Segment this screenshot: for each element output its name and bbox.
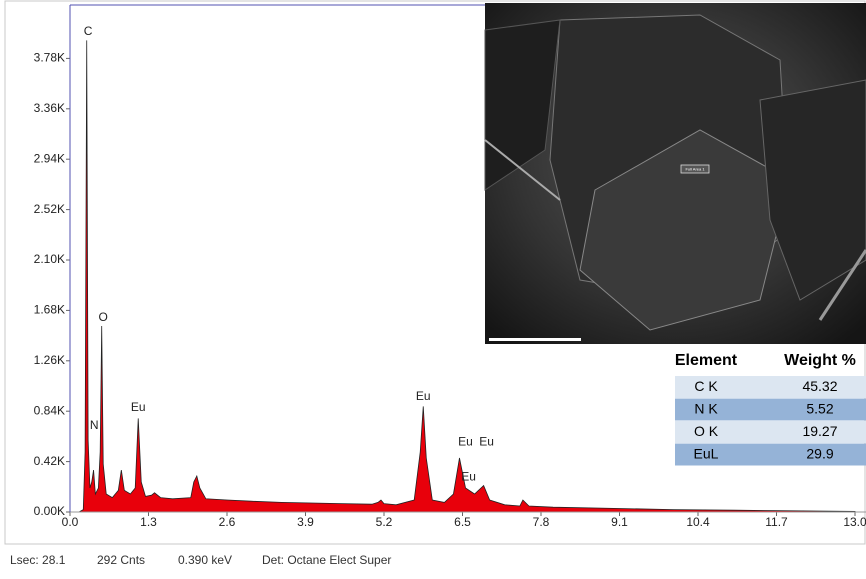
fiber — [484, 139, 561, 201]
x-tick-label: 7.8 — [533, 515, 550, 529]
crystal — [484, 19, 561, 191]
crystal — [579, 129, 791, 331]
table-row — [675, 421, 866, 443]
x-tick-label: 1.3 — [140, 515, 157, 529]
table-cell: 19.27 — [802, 423, 837, 439]
table-cell: N K — [694, 401, 718, 417]
peak-label: O — [99, 310, 108, 324]
status-text: Det: Octane Elect Super — [262, 553, 391, 567]
x-tick-label: 2.6 — [219, 515, 236, 529]
status-text: Lsec: 28.1 — [10, 553, 66, 567]
y-tick-label: 0.42K — [34, 454, 65, 468]
x-tick-label: 5.2 — [376, 515, 393, 529]
fiber — [818, 249, 866, 321]
peak-label: Eu — [131, 400, 146, 414]
x-tick-label: 0.0 — [62, 515, 79, 529]
y-tick-label: 3.78K — [34, 51, 65, 65]
y-tick-label: 0.84K — [34, 403, 65, 417]
status-text: 292 Cnts — [97, 553, 145, 567]
table-header: Weight % — [784, 352, 856, 369]
x-tick-label: 6.5 — [454, 515, 471, 529]
area-marker — [680, 164, 710, 174]
y-tick-label: 1.68K — [34, 303, 65, 317]
y-tick-label: 2.94K — [34, 151, 65, 165]
table-cell: 5.52 — [806, 401, 833, 417]
peak-label: N — [90, 418, 99, 432]
scale-bar — [489, 338, 581, 341]
y-tick-label: 2.10K — [34, 252, 65, 266]
table-row — [675, 376, 866, 398]
table-row — [675, 398, 866, 421]
peak-label: Eu — [458, 435, 473, 449]
weight-table: Element Weight % C K 45.32 N K 5.52 O K 19.27 Eu… — [675, 352, 866, 466]
y-tick-label: 1.26K — [34, 353, 65, 367]
table-cell: 29.9 — [806, 446, 833, 462]
area-label: Full Area 1 — [685, 167, 705, 172]
crystal — [759, 79, 866, 301]
x-tick-label: 13.0 — [843, 515, 866, 529]
x-tick-label: 11.7 — [765, 515, 788, 529]
x-tick-label: 10.4 — [686, 515, 710, 529]
x-tick-label: 3.9 — [297, 515, 314, 529]
table-cell: C K — [694, 378, 718, 394]
spectrum — [70, 40, 856, 513]
status-bar: Lsec: 28.1 292 Cnts 0.390 keV Det: Octane E… — [10, 553, 391, 567]
peak-label: Eu — [461, 469, 476, 483]
x-tick-label: 9.1 — [611, 515, 628, 529]
y-tick-label: 0.00K — [34, 504, 65, 518]
peak-label: Eu — [479, 435, 494, 449]
table-cell: O K — [694, 423, 719, 439]
table-cell: EuL — [694, 446, 719, 462]
y-tick-label: 3.36K — [34, 101, 65, 115]
plot-area: 0.00K 0.42K 0.84K 1.26K 1.68K 2.10K 2.52K 2.94K… — [34, 4, 866, 529]
table-row — [675, 443, 866, 466]
table-header: Element — [675, 352, 738, 369]
sem-image: Full Area 1 — [484, 3, 866, 344]
peak-label: C — [84, 24, 93, 38]
table-cell: 45.32 — [802, 378, 837, 394]
peak-label: Eu — [416, 389, 431, 403]
status-text: 0.390 keV — [178, 553, 232, 567]
y-tick-label: 2.52K — [34, 202, 65, 216]
